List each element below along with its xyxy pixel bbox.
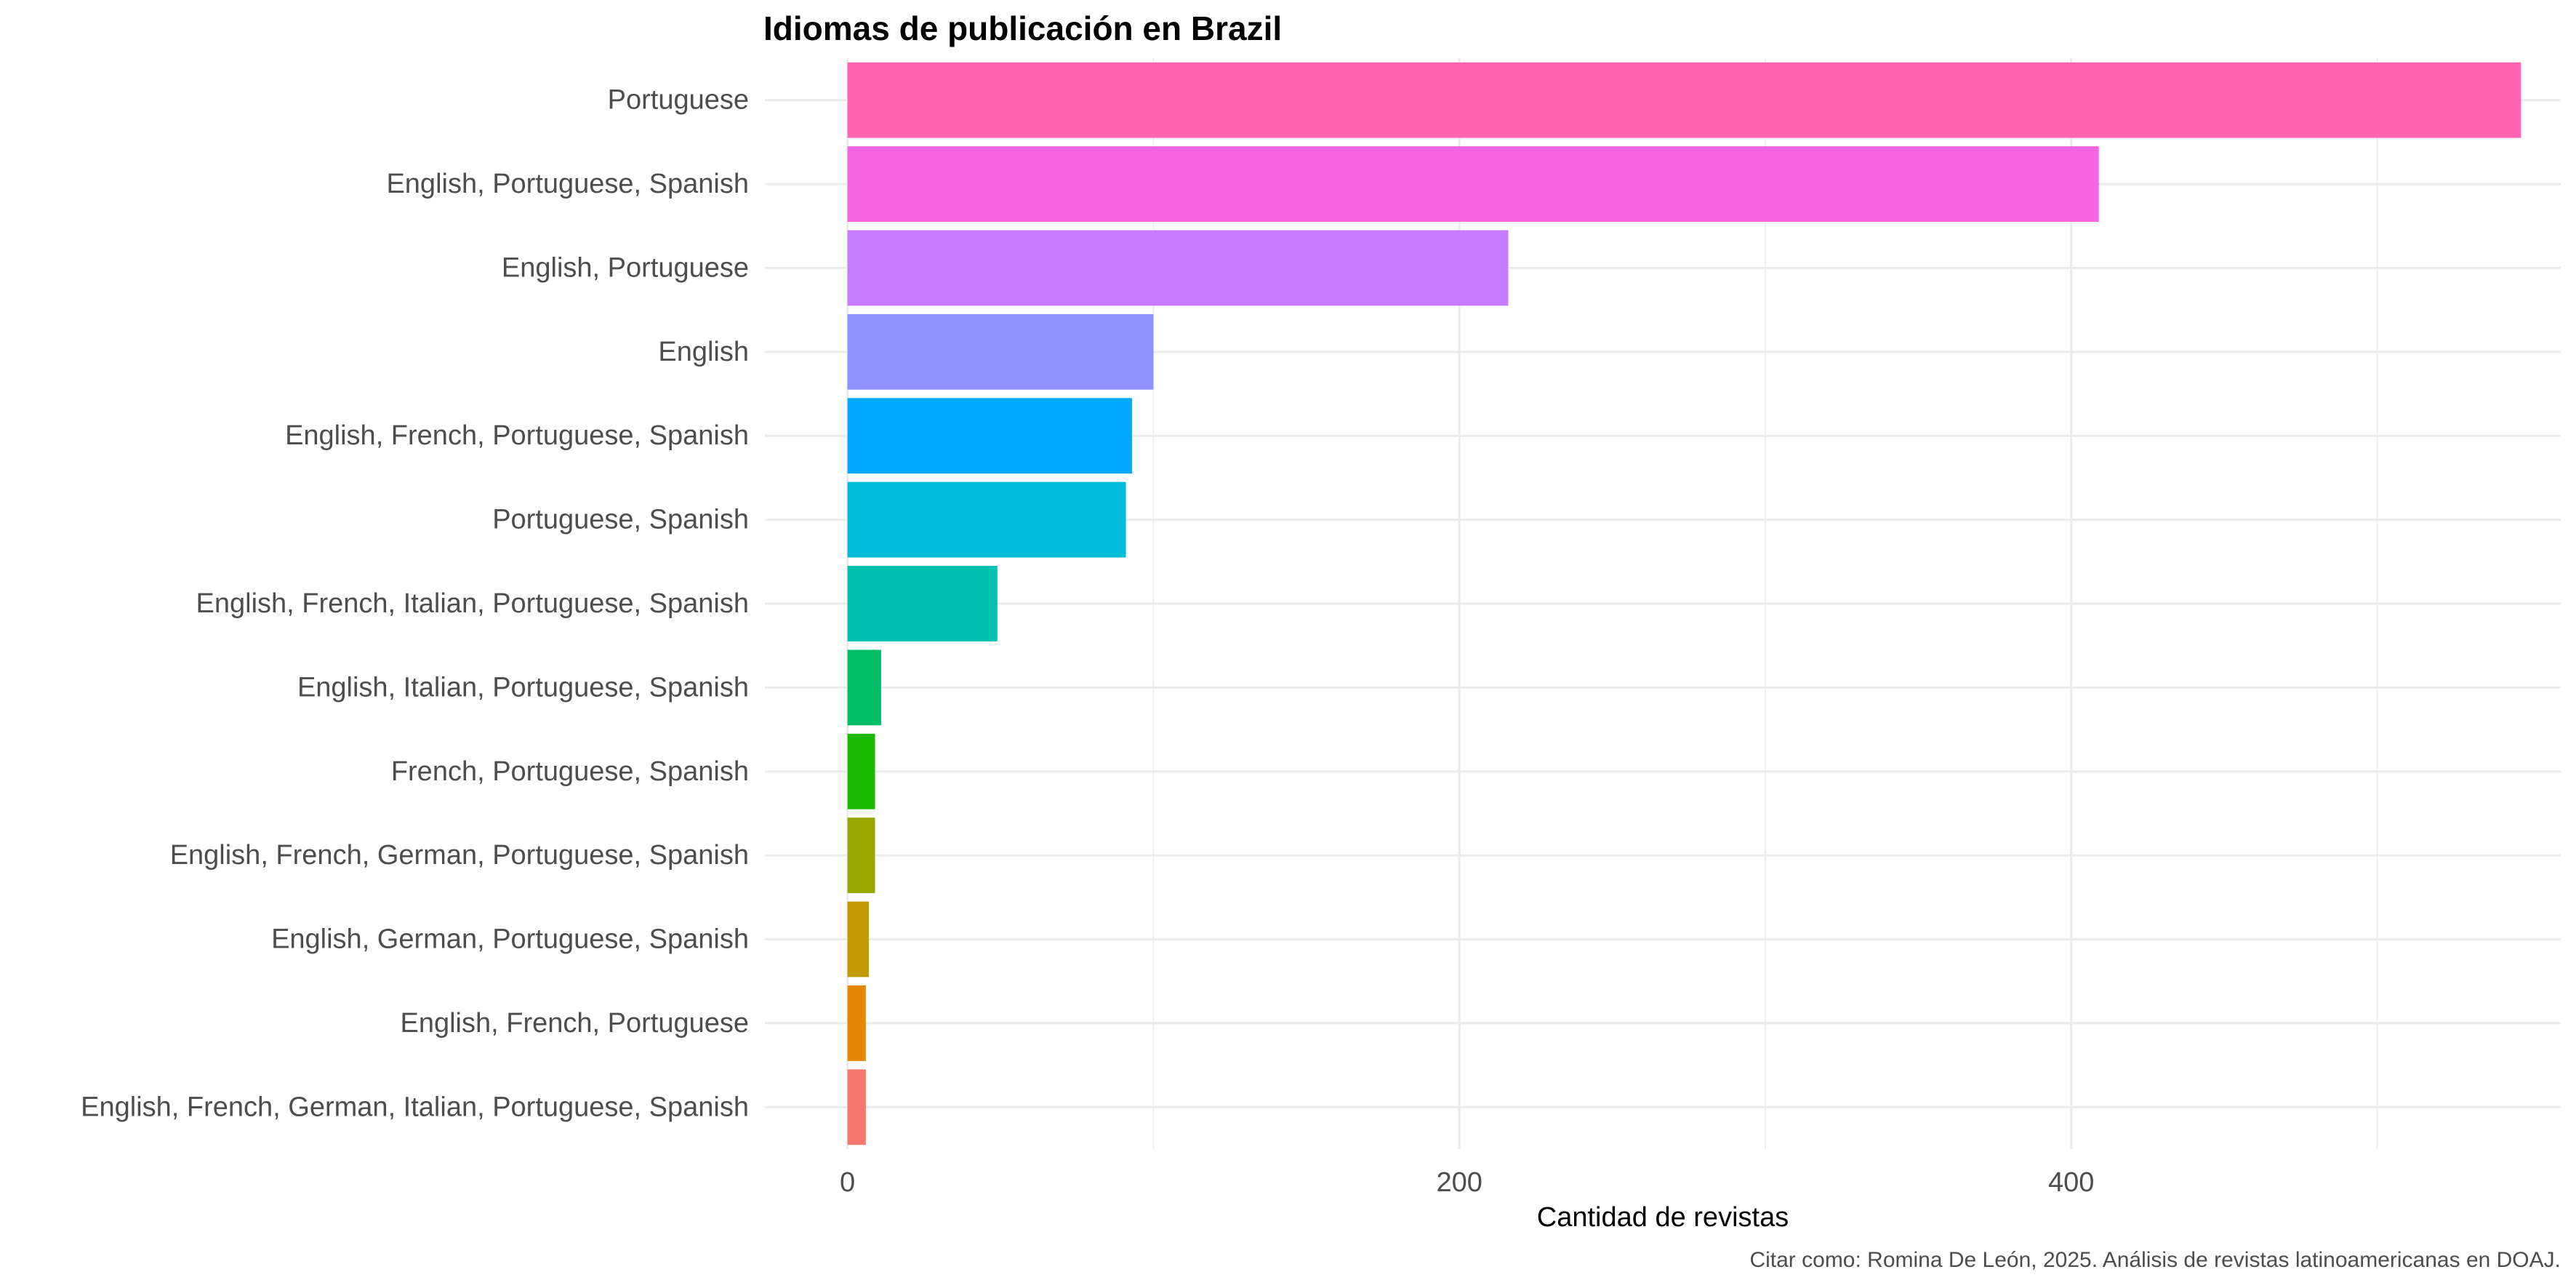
bar (847, 230, 1509, 306)
bar (847, 901, 870, 977)
chart-title: Idiomas de publicación en Brazil (763, 9, 1282, 47)
x-tick-label: 400 (2048, 1167, 2094, 1198)
y-tick-label: English, French, Italian, Portuguese, Sp… (196, 588, 749, 619)
y-tick-label: English, French, Portuguese (401, 1008, 750, 1039)
x-tick-label: 0 (840, 1167, 855, 1198)
y-tick-label: English, French, German, Italian, Portug… (81, 1092, 749, 1122)
y-tick-label: English, German, Portuguese, Spanish (271, 924, 749, 955)
bar (847, 62, 2521, 138)
y-tick-label: English, French, German, Portuguese, Spa… (170, 840, 749, 871)
y-tick-label: English, Portuguese, Spanish (386, 169, 749, 199)
bar (847, 481, 1126, 558)
bar (847, 146, 2099, 222)
x-axis-label: Cantidad de revistas (1537, 1202, 1789, 1233)
caption: Citar como: Romina De León, 2025. Anális… (1749, 1248, 2561, 1272)
y-tick-labels: Portuguese English, Portuguese, Spanish En… (81, 85, 749, 1123)
bar (847, 398, 1132, 474)
y-tick-label: English, Italian, Portuguese, Spanish (297, 672, 749, 703)
y-tick-label: French, Portuguese, Spanish (391, 756, 749, 787)
bar (847, 817, 875, 894)
x-tick-labels: 0 200 400 (840, 1167, 2094, 1198)
bar (847, 566, 998, 641)
bar (847, 313, 1154, 390)
y-tick-label: English, French, Portuguese, Spanish (285, 420, 749, 451)
y-tick-label: English (658, 337, 749, 367)
bar (847, 733, 875, 809)
y-tick-label: Portuguese (608, 85, 749, 116)
bar (847, 649, 881, 726)
bar (847, 985, 866, 1061)
x-tick-label: 200 (1436, 1167, 1482, 1198)
bar (847, 1069, 866, 1145)
y-tick-label: Portuguese, Spanish (492, 505, 749, 535)
y-tick-label: English, Portuguese (502, 252, 749, 283)
bars (847, 62, 2521, 1145)
